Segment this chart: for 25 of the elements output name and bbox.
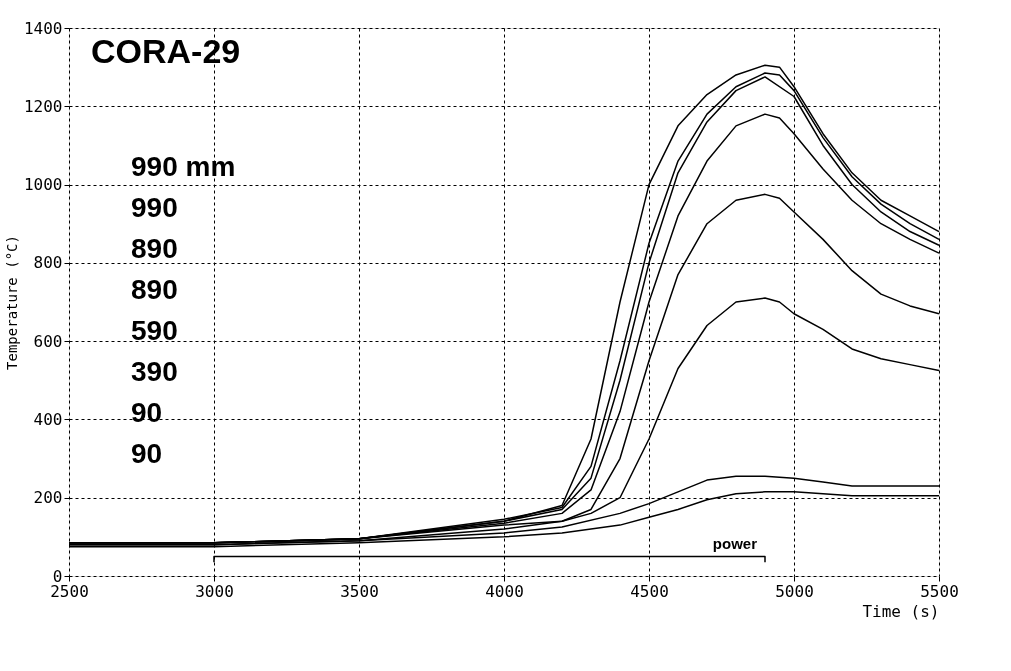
x-tick-label: 4500 bbox=[630, 581, 669, 601]
y-tick-label: 1400 bbox=[23, 18, 63, 38]
annotation: 890 bbox=[131, 274, 178, 305]
y-tick-label: 800 bbox=[33, 253, 63, 273]
annotation: power bbox=[712, 535, 758, 553]
annotation: 990 mm bbox=[131, 151, 236, 182]
x-tick-label: 5000 bbox=[775, 581, 814, 601]
annotation: 990 bbox=[131, 192, 178, 223]
y-axis-title: Temperature (°C) bbox=[3, 235, 20, 370]
x-tick-label: 5500 bbox=[920, 581, 959, 601]
annotation: 90 bbox=[131, 397, 163, 428]
annotation: 390 bbox=[131, 356, 178, 387]
x-tick-label: 3000 bbox=[195, 581, 234, 601]
y-tick-label: 400 bbox=[33, 409, 63, 429]
annotation: 590 bbox=[131, 315, 178, 346]
x-tick-label: 4000 bbox=[485, 581, 524, 601]
y-tick-label: 1000 bbox=[23, 175, 63, 195]
annotation: 890 bbox=[131, 233, 178, 264]
y-tick-label: 1200 bbox=[23, 96, 63, 116]
y-tick-label: 600 bbox=[33, 331, 63, 351]
annotation: 90 bbox=[131, 438, 163, 469]
y-tick-label: 200 bbox=[33, 488, 63, 508]
x-tick-label: 3500 bbox=[340, 581, 379, 601]
chart-title: CORA-29 bbox=[91, 32, 241, 70]
x-axis-title: Time (s) bbox=[862, 601, 940, 621]
